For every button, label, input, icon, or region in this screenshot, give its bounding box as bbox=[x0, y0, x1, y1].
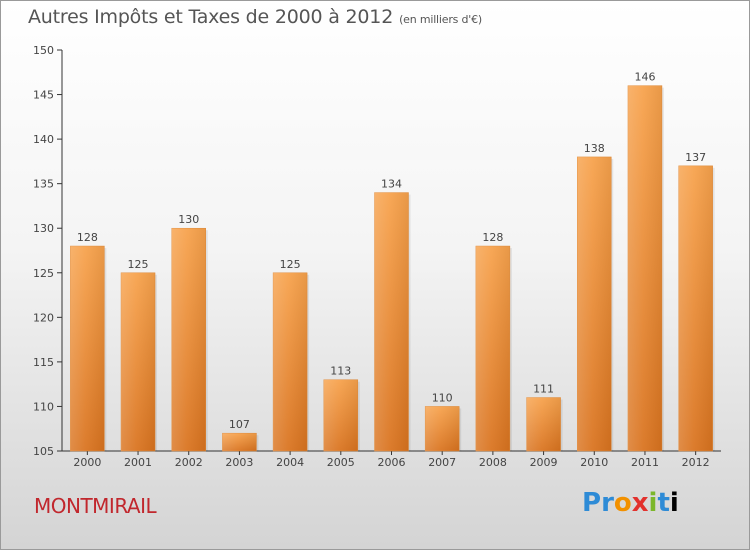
bar-highlight bbox=[577, 156, 612, 451]
bar-highlight bbox=[425, 406, 460, 451]
y-tick-label: 130 bbox=[33, 222, 54, 235]
x-tick-label: 2004 bbox=[276, 456, 304, 469]
bar-value-label: 128 bbox=[77, 231, 98, 244]
bar-highlight bbox=[70, 246, 105, 451]
logo-letter: x bbox=[631, 488, 649, 518]
x-tick-label: 2008 bbox=[479, 456, 507, 469]
y-tick-label: 110 bbox=[33, 400, 54, 413]
x-tick-label: 2003 bbox=[225, 456, 253, 469]
bar-value-label: 138 bbox=[584, 142, 605, 155]
bar-highlight bbox=[475, 246, 510, 451]
chart-title: Autres Impôts et Taxes de 2000 à 2012 (en… bbox=[28, 6, 482, 28]
x-axis: 2000 2001 2002 2003 2004 2005 2006 2007 2008 2009… bbox=[62, 450, 721, 469]
bar-value-label: 137 bbox=[685, 151, 706, 164]
x-tick-label: 2010 bbox=[580, 456, 608, 469]
x-tick-label: 2006 bbox=[378, 456, 406, 469]
bar-value-label: 111 bbox=[533, 383, 554, 396]
x-tick-label: 2011 bbox=[631, 456, 659, 469]
bar-value-label: 113 bbox=[330, 365, 351, 378]
bars-group: 128 125 130 107 125 113 134 110 128 111 138 146 137 bbox=[70, 71, 715, 452]
x-tick-label: 2007 bbox=[428, 456, 456, 469]
bar-value-label: 146 bbox=[634, 71, 655, 84]
bar-value-label: 110 bbox=[432, 391, 453, 404]
logo-letter: i bbox=[648, 488, 658, 518]
bar-value-label: 125 bbox=[280, 258, 301, 271]
bar-value-label: 125 bbox=[128, 258, 149, 271]
bar-value-label: 128 bbox=[482, 231, 503, 244]
bar-highlight bbox=[273, 272, 308, 451]
x-tick-label: 2005 bbox=[327, 456, 355, 469]
y-tick-label: 120 bbox=[33, 311, 54, 324]
x-tick-label: 2000 bbox=[73, 456, 101, 469]
bar-value-label: 130 bbox=[178, 213, 199, 226]
bar-highlight bbox=[222, 433, 257, 451]
y-tick-label: 115 bbox=[33, 356, 54, 369]
bar-highlight bbox=[323, 379, 358, 451]
logo-letter: r bbox=[601, 488, 614, 518]
logo-letter: t bbox=[657, 488, 670, 518]
y-tick-label: 105 bbox=[33, 445, 54, 458]
y-axis: 105 110 115 120 125 130 135 140 145 150 bbox=[33, 44, 63, 458]
bar-highlight bbox=[374, 192, 409, 452]
x-tick-label: 2009 bbox=[530, 456, 558, 469]
logo-letter: o bbox=[613, 488, 632, 518]
proxiti-logo: Proxiti bbox=[582, 488, 679, 518]
y-tick-label: 145 bbox=[33, 89, 54, 102]
y-tick-label: 125 bbox=[33, 267, 54, 280]
y-tick-label: 150 bbox=[33, 44, 54, 57]
bar-value-label: 134 bbox=[381, 178, 402, 191]
chart-subtitle: (en milliers d'€) bbox=[399, 13, 482, 26]
logo-letter: i bbox=[669, 488, 679, 518]
bar-highlight bbox=[627, 85, 662, 452]
bar-highlight bbox=[678, 165, 713, 451]
x-tick-label: 2001 bbox=[124, 456, 152, 469]
y-tick-label: 135 bbox=[33, 178, 54, 191]
bar-highlight bbox=[121, 272, 156, 451]
chart-title-text: Autres Impôts et Taxes de 2000 à 2012 bbox=[28, 6, 394, 28]
y-tick-label: 140 bbox=[33, 133, 54, 146]
bar-highlight bbox=[526, 397, 561, 451]
x-tick-label: 2002 bbox=[175, 456, 203, 469]
town-name: MONTMIRAIL bbox=[34, 494, 157, 518]
x-tick-label: 2012 bbox=[682, 456, 710, 469]
logo-letter: P bbox=[582, 488, 602, 518]
bar-value-label: 107 bbox=[229, 418, 250, 431]
bar-highlight bbox=[171, 228, 206, 451]
